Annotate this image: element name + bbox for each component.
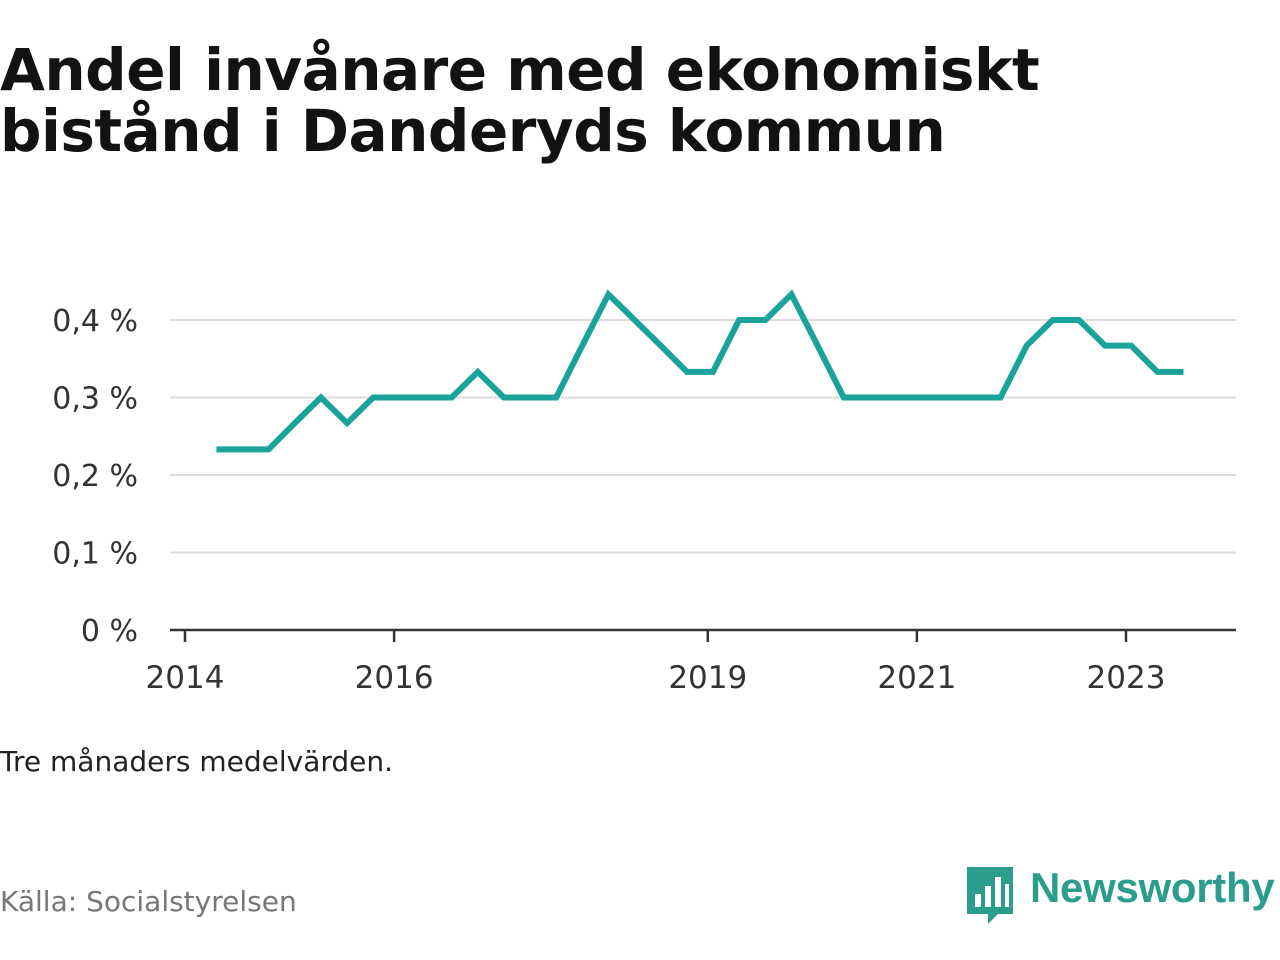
x-tick-label: 2016 [355,660,434,696]
y-tick-label: 0,4 % [52,304,138,339]
x-tick-label: 2021 [877,660,956,696]
chart-title: Andel invånare med ekonomiskt bistånd i … [0,40,1200,162]
brand-name: Newsworthy [1030,864,1275,911]
source-credit: Källa: Socialstyrelsen [0,885,297,918]
x-tick-label: 2014 [146,660,225,696]
x-axis [170,628,1236,642]
series-line [216,289,1184,453]
chart-note: Tre månaders medelvärden. [0,745,394,778]
data-series [216,289,1184,453]
y-tick-label: 0 % [81,614,138,649]
bar-chart-speech-bubble-icon [967,867,1013,924]
y-tick-label: 0,1 % [52,537,138,572]
chart-title-line-1: Andel invånare med ekonomiskt [0,36,1040,104]
newsworthy-logo: Newsworthy [964,864,1276,928]
x-axis-tick-labels: 2014 2016 2019 2021 2023 [146,660,1166,696]
y-axis-tick-labels: 0 % 0,1 % 0,2 % 0,3 % 0,4 % [52,304,138,649]
line-chart: 0 % 0,1 % 0,2 % 0,3 % 0,4 % 2014 2016 2019 2021… [52,289,1236,696]
x-tick-label: 2019 [668,660,747,696]
chart-title-line-2: bistånd i Danderyds kommun [0,97,946,165]
gridlines [170,319,1236,554]
y-tick-label: 0,2 % [52,459,138,494]
y-tick-label: 0,3 % [52,382,138,417]
x-tick-label: 2023 [1087,660,1166,696]
